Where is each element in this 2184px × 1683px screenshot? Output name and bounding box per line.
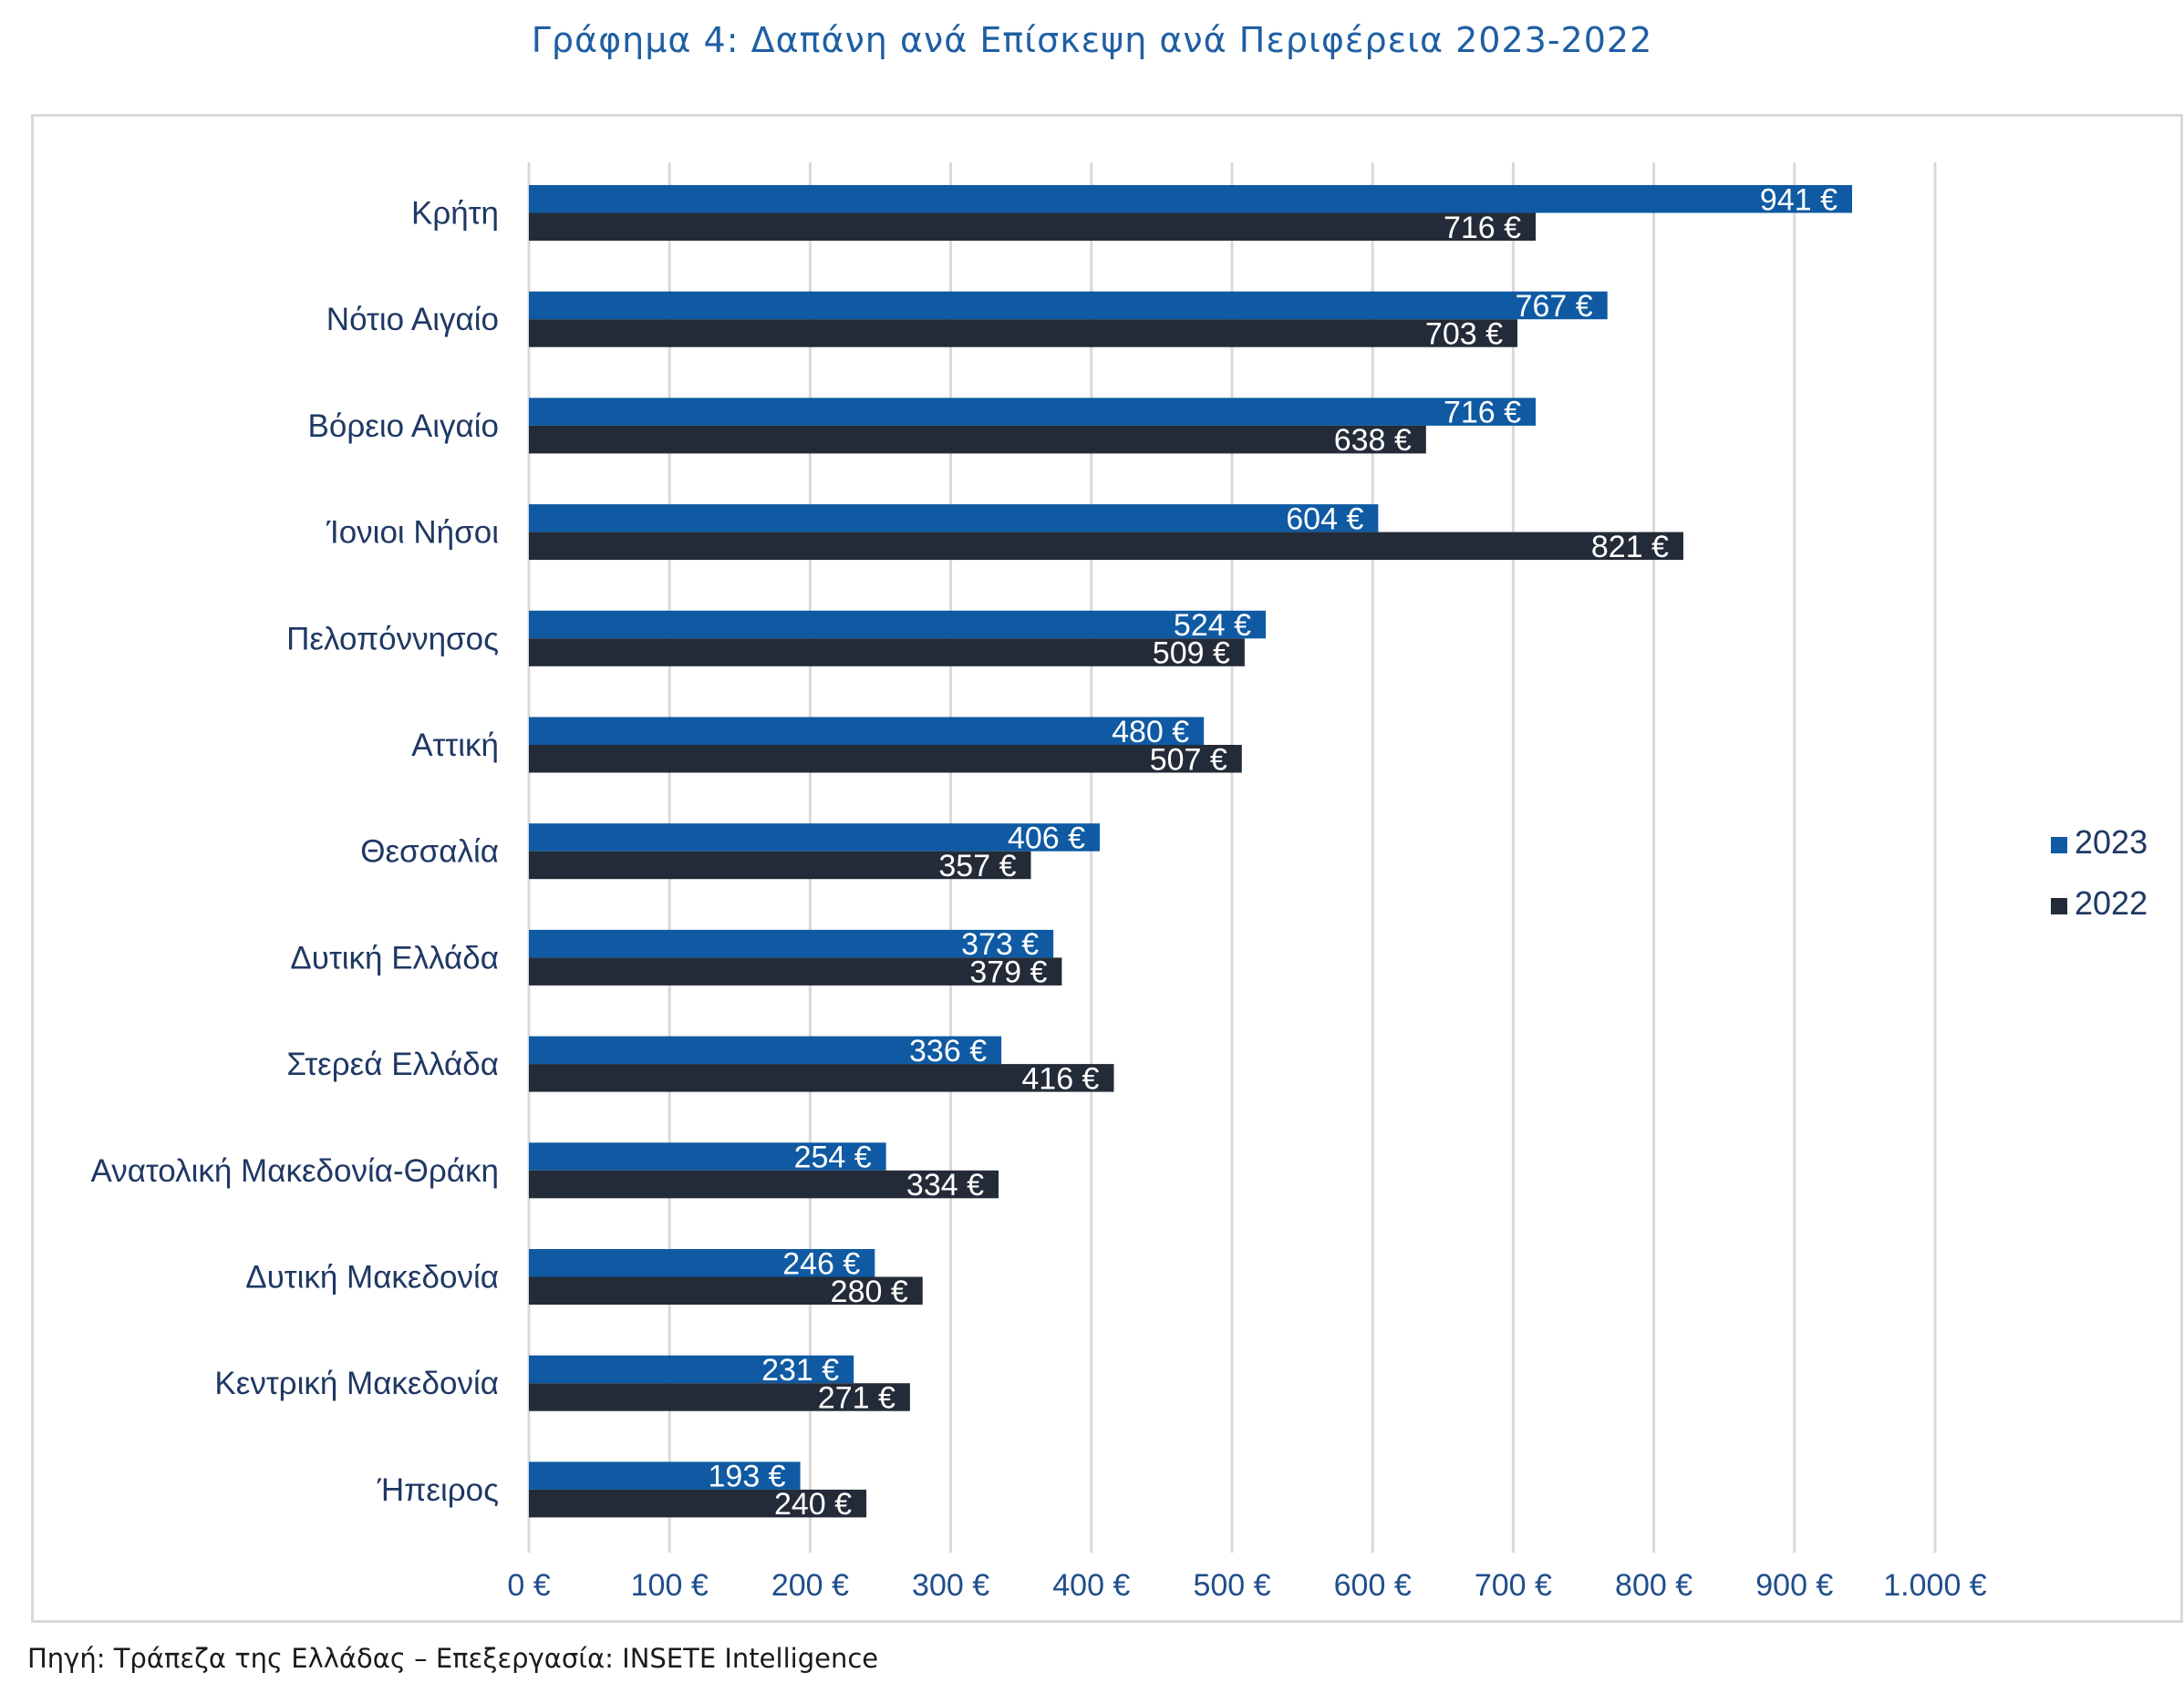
category-label: Νότιο Αιγαίο (326, 302, 499, 337)
data-label-2023: 480 € (1112, 715, 1189, 749)
bar-2022 (529, 957, 1062, 986)
data-label-2023: 604 € (1286, 501, 1363, 536)
data-label-2022: 509 € (1153, 636, 1230, 671)
bar-2023 (529, 610, 1267, 639)
data-label-2023: 254 € (794, 1141, 872, 1175)
category-label: Βόρειο Αιγαίο (308, 408, 499, 444)
category-label: Ήπειρος (377, 1472, 499, 1508)
bar-2023 (529, 504, 1379, 532)
data-label-2023: 336 € (909, 1034, 987, 1069)
x-axis-ticks: 0 € 100 € 200 € 300 € 400 € 500 € 600 € 700 € 80… (507, 1568, 1986, 1603)
data-label-2023: 941 € (1760, 182, 1837, 217)
source-note: Πηγή: Τράπεζα της Ελλάδας – Επεξεργασία:… (27, 1643, 879, 1674)
chart-title: Γράφημα 4: Δαπάνη ανά Επίσκεψη ανά Περιφ… (531, 20, 1653, 60)
legend: 2023 2022 (2051, 823, 2148, 922)
x-tick-label: 500 € (1193, 1568, 1270, 1603)
category-label: Πελοπόννησος (286, 621, 499, 656)
chart-frame: 941 € 716 € 767 € 703 € 716 € 638 € 604 € 821 €… (31, 114, 2183, 1623)
category-label: Κρήτη (411, 196, 499, 232)
data-label-2023: 246 € (782, 1246, 860, 1281)
category-label: Ίονιοι Νήσοι (326, 515, 499, 551)
data-label-2022: 416 € (1021, 1061, 1099, 1096)
data-label-2022: 334 € (906, 1168, 984, 1203)
data-label-2022: 240 € (774, 1487, 852, 1522)
x-tick-label: 0 € (507, 1568, 550, 1603)
bars (529, 185, 1853, 1518)
data-label-2023: 373 € (961, 927, 1039, 962)
bar-2023 (529, 1036, 1002, 1065)
legend-label-2023: 2023 (2075, 823, 2148, 861)
data-label-2022: 716 € (1444, 211, 1521, 245)
bar-2023 (529, 185, 1853, 213)
bar-2023 (529, 1461, 801, 1490)
bar-2023 (529, 1249, 875, 1277)
x-tick-label: 400 € (1052, 1568, 1130, 1603)
x-tick-label: 1.000 € (1883, 1568, 1987, 1603)
category-label: Ανατολική Μακεδονία-Θράκη (91, 1153, 499, 1189)
data-label-2022: 507 € (1150, 742, 1227, 777)
x-tick-label: 900 € (1755, 1568, 1833, 1603)
bar-2022 (529, 745, 1242, 773)
bar-2022 (529, 425, 1426, 454)
x-tick-label: 600 € (1334, 1568, 1412, 1603)
bar-2023 (529, 1355, 854, 1384)
bar-2023 (529, 398, 1537, 426)
data-label-2023: 231 € (761, 1353, 839, 1388)
data-label-2022: 280 € (831, 1275, 908, 1309)
legend-swatch-2023 (2051, 837, 2067, 853)
legend-label-2022: 2022 (2075, 884, 2148, 922)
data-label-2023: 406 € (1008, 821, 1085, 855)
category-label: Κεντρική Μακεδονία (214, 1366, 499, 1401)
data-label-2023: 716 € (1444, 396, 1521, 430)
data-label-2022: 357 € (938, 849, 1016, 883)
bar-2023 (529, 823, 1101, 852)
bar-2022 (529, 319, 1518, 347)
bar-2022 (529, 1276, 923, 1305)
bar-chart: 941 € 716 € 767 € 703 € 716 € 638 € 604 € 821 €… (91, 162, 2148, 1603)
data-label-2022: 379 € (969, 955, 1047, 990)
bar-2022 (529, 1489, 867, 1518)
x-tick-label: 100 € (631, 1568, 709, 1603)
bar-2022 (529, 1383, 910, 1411)
data-label-2023: 193 € (709, 1460, 786, 1494)
bar-2023 (529, 291, 1608, 320)
x-tick-label: 200 € (771, 1568, 849, 1603)
bar-2022 (529, 532, 1683, 561)
category-label: Αττική (411, 728, 499, 763)
legend-swatch-2022 (2051, 898, 2067, 914)
bar-2023 (529, 929, 1054, 958)
bar-2022 (529, 1064, 1114, 1092)
bar-2022 (529, 212, 1537, 241)
data-label-2022: 271 € (818, 1380, 895, 1415)
category-label: Δυτική Ελλάδα (290, 940, 499, 976)
bar-2022 (529, 1170, 999, 1199)
data-labels: 941 € 716 € 767 € 703 € 716 € 638 € 604 € 821 €… (709, 182, 1838, 1522)
x-tick-label: 800 € (1615, 1568, 1692, 1603)
bar-2022 (529, 851, 1031, 880)
category-labels: Κρήτη Νότιο Αιγαίο Βόρειο Αιγαίο Ίονιοι Νήσ… (91, 196, 499, 1508)
x-tick-label: 300 € (912, 1568, 989, 1603)
data-label-2022: 703 € (1425, 316, 1503, 351)
category-label: Δυτική Μακεδονία (245, 1260, 499, 1296)
data-label-2023: 767 € (1516, 289, 1593, 324)
data-label-2022: 821 € (1591, 530, 1669, 564)
bar-2023 (529, 717, 1205, 745)
bar-2023 (529, 1142, 886, 1171)
gridlines (527, 162, 1937, 1553)
data-label-2023: 524 € (1174, 608, 1251, 643)
x-tick-label: 700 € (1475, 1568, 1552, 1603)
category-label: Θεσσαλία (360, 834, 499, 870)
data-label-2022: 638 € (1334, 423, 1412, 458)
bar-2022 (529, 638, 1245, 666)
category-label: Στερεά Ελλάδα (286, 1047, 499, 1082)
